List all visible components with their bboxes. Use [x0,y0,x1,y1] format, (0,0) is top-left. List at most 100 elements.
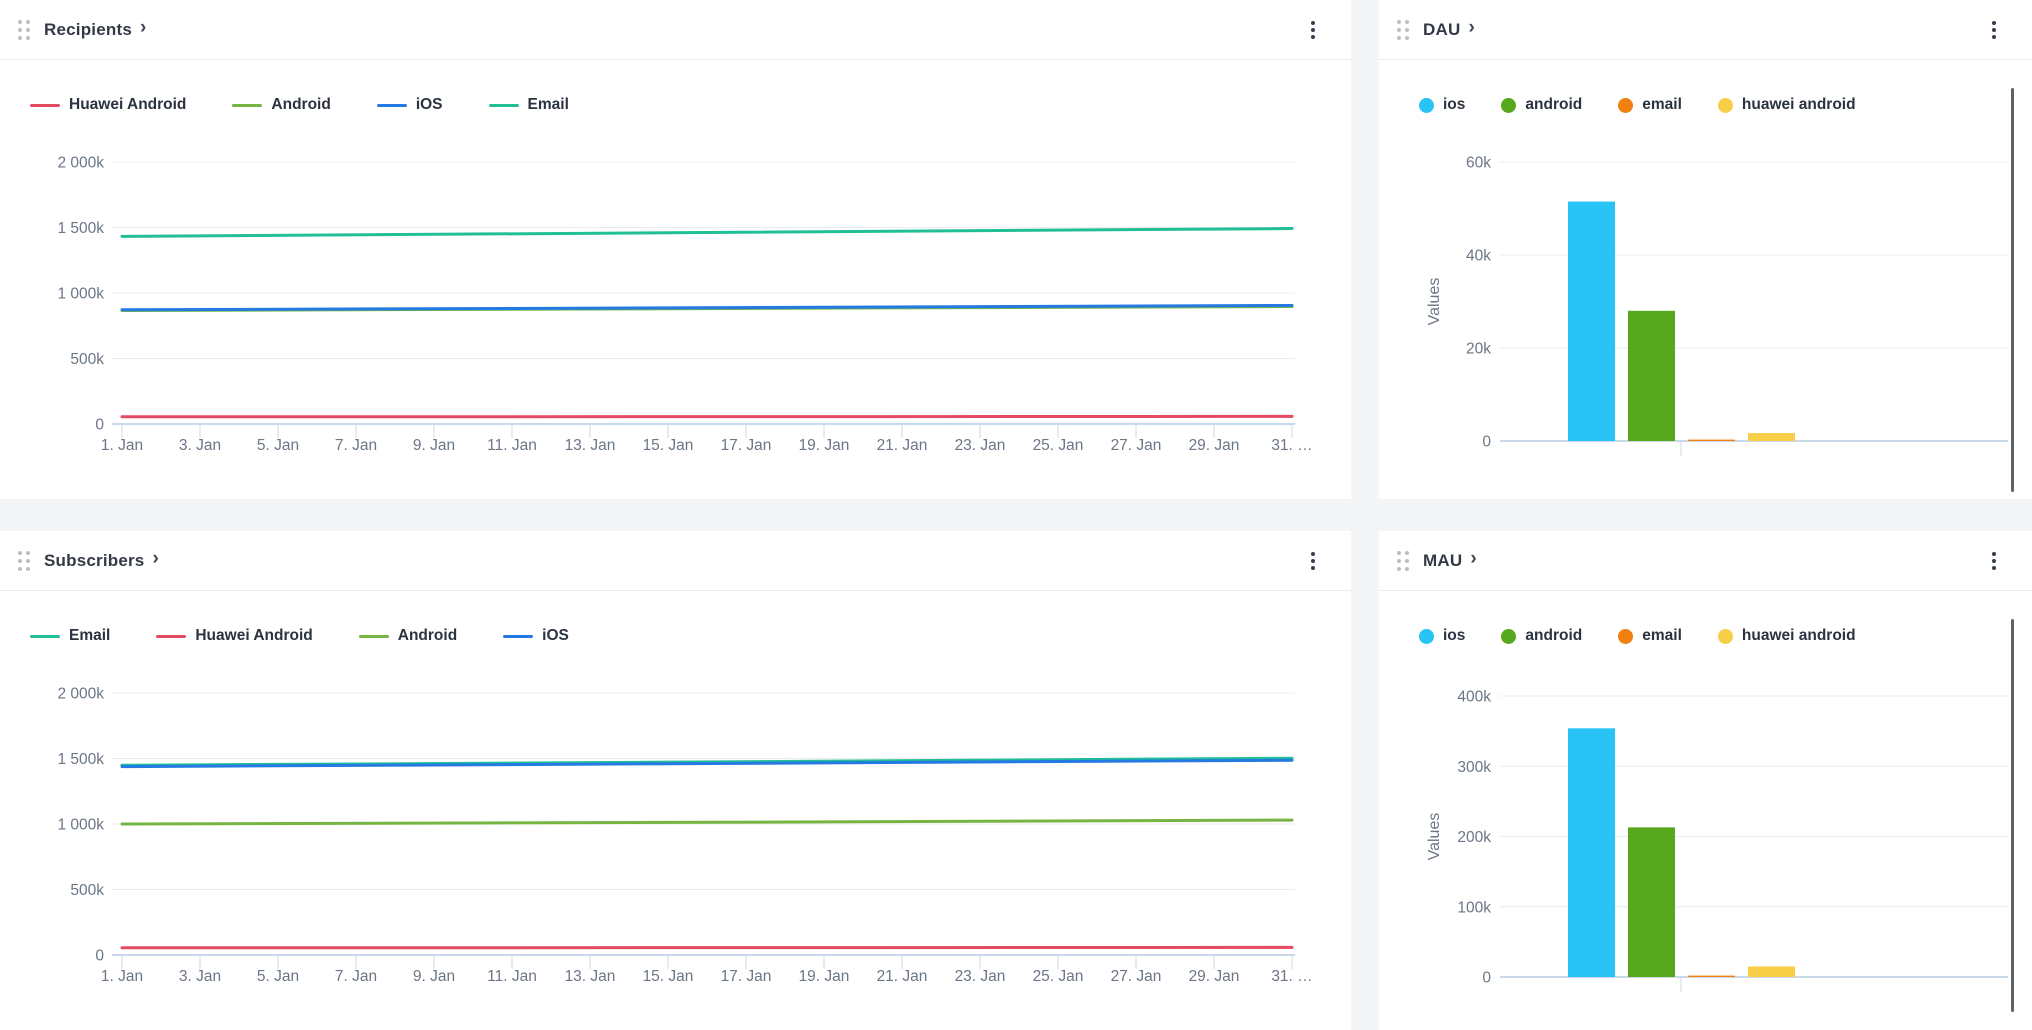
legend-label: Email [527,96,569,113]
legend-item[interactable]: ios [1419,627,1465,645]
panel-dau: DAU › ios android email huawei android 0 20k… [1379,0,2032,499]
legend-label: iOS [542,627,569,644]
kebab-menu-icon[interactable] [1986,547,2002,575]
bar-huawei-android[interactable] [1748,966,1795,977]
legend-item[interactable]: huawei android [1717,627,1856,645]
scrollbar-thumb[interactable] [2011,88,2014,492]
x-tick-label: 21. Jan [877,968,928,985]
series-line[interactable] [120,227,1294,238]
bar-android[interactable] [1628,310,1675,441]
panel-mau: MAU › ios android email huawei android 0 100… [1379,531,2032,1030]
legend-item[interactable]: Android [358,627,458,645]
legend-item[interactable]: iOS [503,627,569,645]
y-tick-label: 40k [1466,248,1491,265]
y-tick-label: 500k [70,882,104,899]
scrollbar-thumb[interactable] [2011,619,2014,1012]
x-tick-label: 27. Jan [1111,968,1162,985]
legend-marker-icon [1419,97,1434,113]
x-tick-label: 19. Jan [799,968,850,985]
x-tick-label: 15. Jan [643,968,694,985]
legend-label: iOS [415,96,443,113]
x-tick-label: 7. Jan [335,437,377,454]
legend-item[interactable]: Email [30,627,110,645]
y-tick-label: 400k [1457,689,1491,706]
drag-handle-icon[interactable] [1395,18,1411,42]
line-chart[interactable]: 0 500k 1 000k 1 500k 2 000k 1. Jan 3. Jan 5. Ja… [0,651,1351,997]
bar-android[interactable] [1628,827,1675,977]
legend-marker-icon [358,634,389,638]
kebab-menu-icon[interactable] [1305,16,1321,44]
bar-chart[interactable]: 0 20k 40k 60k Values [1379,120,2032,499]
legend-label: ios [1443,96,1466,113]
series-line[interactable] [120,818,1294,826]
y-tick-label: 0 [1482,970,1491,987]
y-tick-label: 1 000k [57,286,104,303]
x-tick-label: 29. Jan [1189,437,1240,454]
legend: ios android email huawei android [1379,88,2032,122]
legend-item[interactable]: huawei android [1717,96,1856,114]
legend-item[interactable]: Email [488,96,569,114]
x-tick-label: 17. Jan [721,968,772,985]
legend-marker-icon [1501,97,1517,113]
bar-ios[interactable] [1568,201,1615,441]
x-tick-label: 15. Jan [643,437,694,454]
legend-item[interactable]: email [1618,96,1682,114]
legend-label: Huawei Android [195,627,313,644]
panel-title[interactable]: Subscribers [44,550,145,570]
bar-chart[interactable]: 0 100k 200k 300k 400k Values [1379,651,2032,1030]
legend-item[interactable]: Android [232,96,331,114]
legend-item[interactable]: android [1501,96,1582,114]
bar-huawei-android[interactable] [1748,433,1795,441]
x-tick-label: 23. Jan [955,437,1006,454]
bar-email[interactable] [1688,439,1735,441]
y-tick-label: 2 000k [57,686,104,703]
bar-ios[interactable] [1568,728,1615,977]
panel-title[interactable]: DAU [1423,19,1461,39]
legend-item[interactable]: android [1501,627,1582,645]
line-chart[interactable]: 0 500k 1 000k 1 500k 2 000k 1. Jan 3. Jan 5. Ja… [0,120,1351,466]
series-line[interactable] [120,303,1294,312]
y-tick-label: 2 000k [57,155,104,172]
x-tick-label: 31. … [1271,437,1312,454]
y-tick-label: 100k [1457,899,1491,916]
legend-label: Android [397,627,458,644]
legend: Email Huawei Android Android iOS [0,619,1351,653]
y-tick-label: 1 500k [57,220,104,237]
chevron-right-icon: › [152,548,159,569]
drag-handle-icon[interactable] [16,549,32,573]
x-tick-label: 3. Jan [179,437,221,454]
y-tick-label: 0 [95,417,104,434]
x-tick-label: 19. Jan [799,437,850,454]
x-tick-label: 1. Jan [101,968,143,985]
panel-title[interactable]: Recipients [44,19,132,39]
drag-handle-icon[interactable] [1395,549,1411,573]
panel-subscribers: Subscribers › Email Huawei Android Android… [0,531,1351,1030]
x-tick-label: 23. Jan [955,968,1006,985]
legend-item[interactable]: Huawei Android [30,96,186,114]
legend-label: email [1642,96,1682,113]
x-tick-label: 13. Jan [565,968,616,985]
legend: Huawei Android Android iOS Email [0,88,1351,122]
kebab-menu-icon[interactable] [1305,547,1321,575]
legend-marker-icon [1501,628,1517,644]
x-tick-label: 13. Jan [565,437,616,454]
legend-item[interactable]: email [1618,627,1682,645]
y-tick-label: 1 500k [57,751,104,768]
legend-marker-icon [488,103,519,107]
x-tick-label: 9. Jan [413,968,455,985]
legend-item[interactable]: Huawei Android [156,627,313,645]
kebab-menu-icon[interactable] [1986,16,2002,44]
series-line[interactable] [120,758,1294,769]
panel-title[interactable]: MAU [1423,550,1463,570]
legend-label: ios [1443,627,1466,644]
y-tick-label: 300k [1457,759,1491,776]
legend-item[interactable]: ios [1419,96,1465,114]
x-tick-label: 7. Jan [335,968,377,985]
x-tick-label: 25. Jan [1033,968,1084,985]
y-tick-label: 0 [95,948,104,965]
drag-handle-icon[interactable] [16,18,32,42]
legend-marker-icon [503,634,534,638]
legend-marker-icon [1419,628,1434,644]
bar-email[interactable] [1688,975,1735,977]
legend-item[interactable]: iOS [376,96,443,114]
